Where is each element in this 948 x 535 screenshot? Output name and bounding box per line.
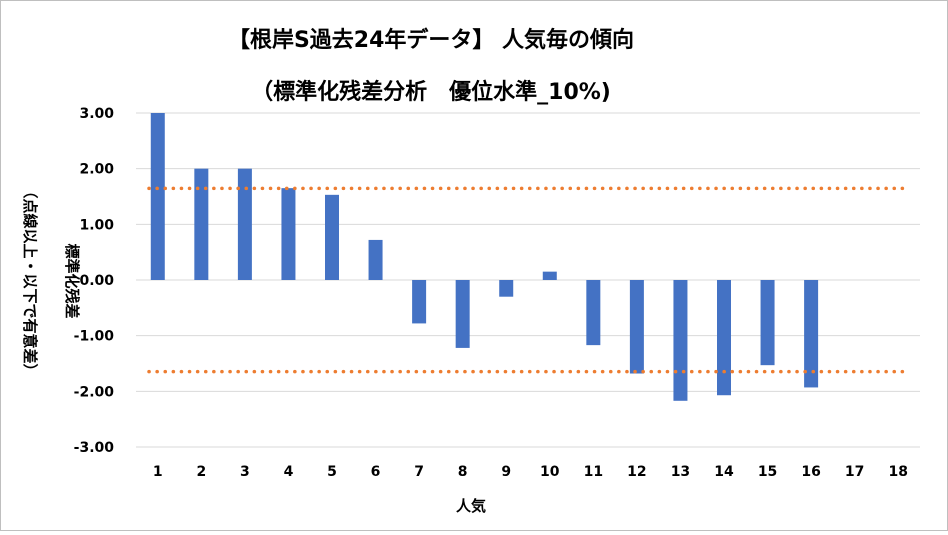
x-tick-label: 1 — [153, 464, 163, 480]
x-axis-label: 人気 — [456, 497, 486, 515]
bar — [237, 168, 252, 280]
x-tick-label: 14 — [714, 464, 734, 480]
bar — [194, 168, 209, 280]
bar — [717, 280, 731, 396]
bar — [281, 188, 296, 280]
x-tick-label: 2 — [196, 464, 206, 480]
x-tick-label: 17 — [845, 464, 864, 480]
bar — [804, 280, 819, 388]
x-tick-label: 8 — [458, 464, 468, 480]
y-tick-label: 2.00 — [79, 162, 114, 178]
y-tick-label: -3.00 — [74, 440, 115, 456]
bar — [542, 271, 557, 280]
gridlines — [136, 112, 920, 448]
bar — [760, 280, 775, 366]
chart-title-line2: （標準化残差分析 優位水準_10%) — [251, 79, 611, 105]
x-tick-label: 3 — [240, 464, 250, 480]
x-tick-label: 6 — [371, 464, 381, 480]
y-tick-label: 0.00 — [79, 273, 114, 289]
x-tick-label: 9 — [501, 464, 511, 480]
bars — [150, 113, 819, 401]
x-tick-label: 11 — [584, 464, 603, 480]
x-tick-label: 5 — [327, 464, 337, 480]
x-tick-label: 12 — [627, 464, 646, 480]
y-tick-labels: 3.00 2.00 1.00 0.00 -1.00 -2.00 -3.00 — [74, 106, 115, 456]
bar — [325, 194, 339, 280]
bar — [412, 280, 427, 324]
y-tick-label: -1.00 — [74, 329, 115, 345]
x-tick-label: 16 — [801, 464, 820, 480]
x-tick-label: 18 — [888, 464, 907, 480]
y-axis-label-line2: （点線以上・以下で有意差） — [21, 183, 39, 378]
x-tick-label: 10 — [540, 464, 560, 480]
bar — [455, 280, 470, 348]
x-tick-label: 7 — [414, 464, 424, 480]
x-tick-labels: 1 2 3 4 5 6 7 8 9 10 11 12 13 14 15 16 17 18 — [153, 464, 908, 480]
bar — [629, 280, 644, 374]
bar — [586, 280, 601, 346]
x-tick-label: 15 — [758, 464, 777, 480]
bar — [368, 239, 383, 280]
bar — [673, 280, 688, 401]
y-axis-label-line1: 標準化残差 — [63, 243, 81, 318]
x-tick-label: 13 — [671, 464, 690, 480]
bar — [150, 113, 165, 280]
bar — [499, 280, 514, 297]
threshold-lines — [147, 186, 908, 374]
y-tick-label: -2.00 — [74, 384, 115, 400]
x-tick-label: 4 — [284, 464, 294, 480]
chart-title-line1: 【根岸S過去24年データ】 人気毎の傾向 — [228, 27, 634, 53]
y-tick-label: 3.00 — [79, 106, 114, 122]
y-tick-label: 1.00 — [79, 217, 114, 233]
